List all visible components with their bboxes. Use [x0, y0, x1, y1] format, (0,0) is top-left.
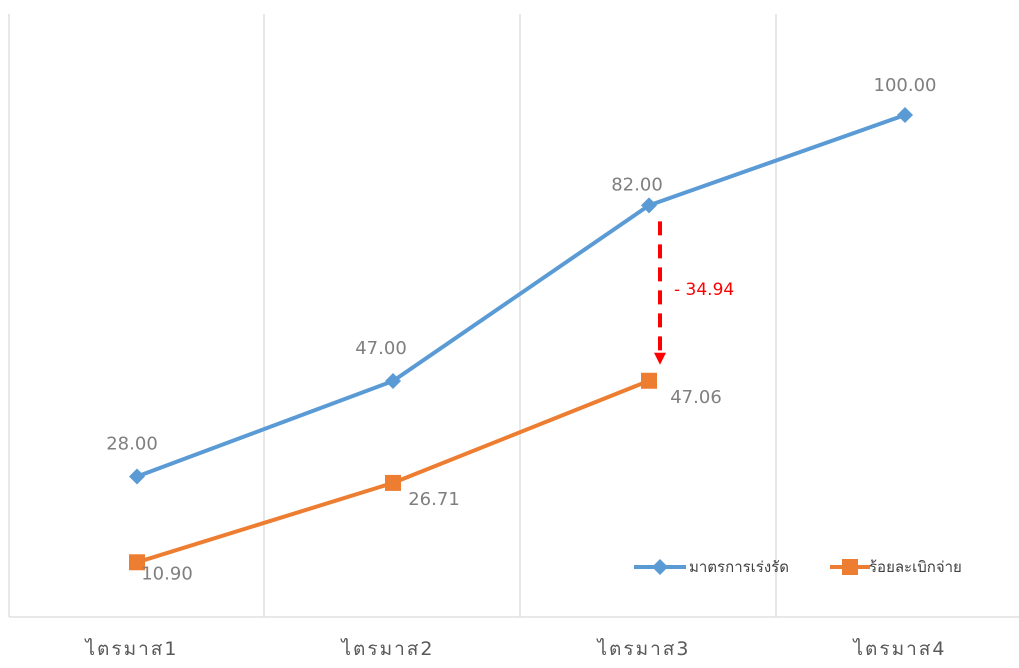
label-layer: ไตรมาส1 ไตรมาส2 ไตรมาส3 ไตรมาส4 28.00 47.00 82… [84, 75, 947, 660]
legend-label: มาตรการเร่งรัด [689, 558, 789, 576]
data-point-diamond [641, 197, 657, 214]
data-label: 47.06 [670, 387, 722, 408]
annotation-layer: - 34.94 [654, 221, 734, 365]
grid-layer [8, 14, 1019, 618]
data-point-square [129, 554, 145, 571]
legend: มาตรการเร่งรัด ร้อยละเบิกจ่าย [634, 558, 962, 576]
data-point-diamond [385, 373, 401, 390]
x-tick-label: ไตรมาส1 [84, 638, 179, 660]
x-tick-label: ไตรมาส4 [852, 638, 947, 660]
data-point-diamond [129, 468, 145, 485]
series-line [135, 113, 907, 479]
x-tick-label: ไตรมาส3 [596, 638, 691, 660]
series-layer [129, 107, 913, 571]
data-label: 100.00 [874, 75, 937, 96]
data-label: 28.00 [106, 433, 158, 454]
x-tick-label: ไตรมาส2 [340, 638, 435, 660]
data-label: 82.00 [611, 174, 663, 195]
legend-marker-diamond [652, 559, 668, 575]
data-label: 10.90 [141, 563, 193, 584]
annotation-label: - 34.94 [674, 280, 734, 300]
annotation-arrow-head [654, 352, 666, 365]
series-line [135, 378, 651, 565]
legend-marker-square [842, 559, 858, 575]
legend-label: ร้อยละเบิกจ่าย [869, 558, 962, 576]
data-point-diamond [897, 107, 913, 123]
data-point-square [641, 372, 657, 389]
data-label: 47.00 [355, 338, 407, 359]
data-label: 26.71 [408, 489, 460, 510]
data-point-square [385, 474, 401, 491]
